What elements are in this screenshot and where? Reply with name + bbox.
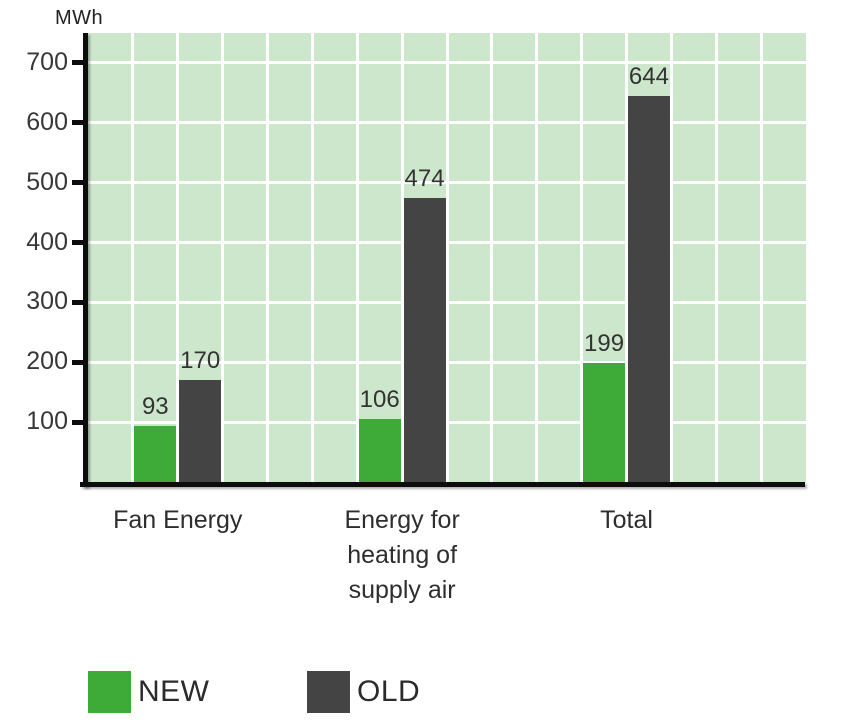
gridline-horizontal	[88, 360, 806, 364]
y-axis-tick	[72, 60, 83, 66]
gridline-vertical	[176, 33, 180, 482]
x-axis-line	[80, 482, 805, 487]
gridline-vertical	[445, 33, 449, 482]
gridline-vertical	[669, 33, 673, 482]
gridline-vertical	[759, 33, 763, 482]
bar-value-label: 199	[584, 329, 625, 357]
bar-value-label: 106	[359, 385, 400, 413]
bar-new	[583, 362, 625, 482]
legend-swatch-new	[88, 671, 131, 713]
gridline-vertical	[355, 33, 359, 482]
gridline-vertical	[131, 33, 135, 482]
gridline-vertical	[221, 33, 225, 482]
bar-old	[403, 198, 446, 482]
x-category-label: Energy for heating of supply air	[344, 506, 460, 604]
y-axis-unit-label: MWh	[55, 7, 104, 29]
legend-label: OLD	[357, 675, 421, 708]
gridline-horizontal	[88, 121, 806, 125]
gridline-horizontal	[88, 181, 806, 185]
y-axis-tick-label: 300	[26, 287, 68, 316]
y-axis-tick-label: 200	[26, 347, 68, 376]
y-axis-tick-label: 600	[26, 107, 68, 136]
legend-item-new: NEW	[88, 671, 210, 713]
gridline-vertical	[400, 33, 404, 482]
y-axis-tick	[72, 359, 83, 365]
bar-new	[358, 418, 401, 482]
bar-old	[628, 96, 670, 482]
gridline-vertical	[580, 33, 584, 482]
y-axis-tick	[72, 180, 83, 186]
x-category-label: Total	[600, 506, 653, 534]
y-axis-tick	[72, 419, 83, 425]
gridline-horizontal	[88, 300, 806, 304]
legend-swatch-old	[307, 671, 350, 713]
bar-value-label: 93	[141, 393, 169, 421]
y-axis-tick	[72, 120, 83, 126]
y-axis-tick-label: 500	[26, 167, 68, 196]
gridline-vertical	[625, 33, 628, 482]
gridline-horizontal	[88, 420, 806, 424]
y-axis-tick	[72, 240, 83, 246]
gridline-vertical	[490, 33, 494, 482]
legend-label: NEW	[138, 675, 210, 708]
gridline-vertical	[714, 33, 718, 482]
gridline-horizontal	[88, 241, 806, 245]
y-axis-tick-label: 400	[26, 227, 68, 256]
gridline-vertical	[310, 33, 314, 482]
y-axis-tick-label: 700	[26, 47, 68, 76]
gridline-horizontal	[88, 61, 806, 65]
y-axis-tick-label: 100	[26, 407, 68, 436]
y-axis-tick	[72, 299, 83, 305]
plot-area: 93 170 106 474 199 644	[88, 33, 806, 482]
gridline-vertical	[535, 33, 539, 482]
y-axis-line	[83, 33, 88, 487]
bar-new	[134, 426, 177, 482]
bar-value-label: 474	[404, 165, 445, 193]
bar-value-label: 644	[628, 63, 669, 91]
legend-item-old: OLD	[307, 671, 420, 713]
bar-value-label: 170	[180, 347, 221, 375]
bar-old	[179, 380, 222, 482]
gridline-vertical	[266, 33, 269, 482]
x-category-label: Fan Energy	[113, 506, 243, 534]
